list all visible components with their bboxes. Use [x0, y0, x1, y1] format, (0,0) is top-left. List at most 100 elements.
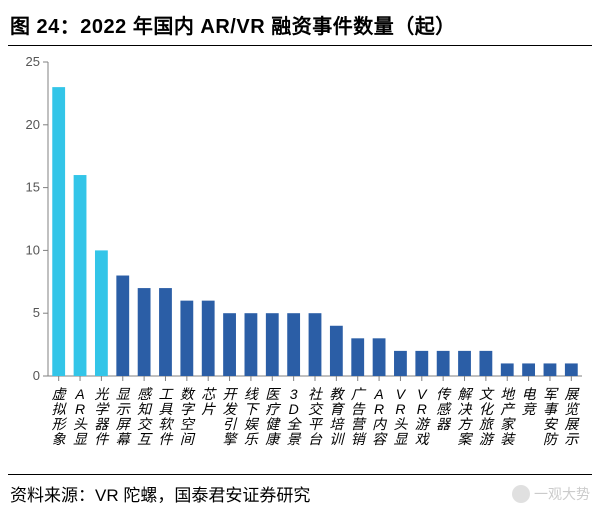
svg-text:虚: 虚	[52, 386, 68, 402]
svg-text:引: 引	[223, 416, 238, 432]
svg-text:V: V	[417, 386, 428, 402]
svg-text:传: 传	[436, 386, 452, 402]
svg-text:空: 空	[180, 416, 196, 432]
source-row: 资料来源：VR 陀螺，国泰君安证券研究 一观大势	[8, 474, 592, 506]
svg-text:示: 示	[116, 401, 132, 417]
svg-text:拟: 拟	[52, 401, 68, 417]
svg-text:电: 电	[522, 386, 537, 402]
svg-text:平: 平	[308, 416, 324, 432]
svg-text:案: 案	[458, 431, 474, 447]
svg-text:竞: 竞	[522, 401, 538, 417]
svg-text:展: 展	[564, 416, 580, 432]
svg-text:健: 健	[265, 416, 281, 432]
svg-text:A: A	[74, 386, 84, 402]
svg-text:片: 片	[201, 401, 216, 417]
watermark-text: 一观大势	[534, 484, 590, 504]
svg-text:开: 开	[223, 386, 239, 402]
svg-text:间: 间	[180, 431, 196, 447]
svg-text:告: 告	[351, 401, 366, 417]
svg-text:工: 工	[158, 386, 174, 402]
svg-text:交: 交	[137, 416, 153, 432]
svg-text:0: 0	[33, 368, 40, 383]
svg-text:旅: 旅	[479, 416, 495, 432]
svg-text:防: 防	[543, 431, 559, 447]
svg-text:25: 25	[26, 54, 40, 69]
svg-text:培: 培	[329, 416, 345, 432]
svg-text:头: 头	[393, 416, 408, 432]
svg-text:R: R	[395, 401, 405, 417]
svg-text:学: 学	[94, 401, 110, 417]
chart-title: 图 24：2022 年国内 AR/VR 融资事件数量（起）	[8, 6, 592, 46]
svg-text:展: 展	[564, 386, 580, 402]
svg-text:芯: 芯	[201, 386, 217, 402]
svg-text:头: 头	[73, 416, 88, 432]
svg-text:景: 景	[287, 431, 302, 447]
svg-text:广: 广	[351, 386, 367, 402]
svg-text:地: 地	[500, 386, 516, 402]
wechat-icon	[512, 485, 530, 503]
svg-text:发: 发	[223, 401, 239, 417]
svg-text:育: 育	[329, 401, 345, 417]
svg-text:R: R	[417, 401, 427, 417]
svg-text:医: 医	[265, 386, 281, 402]
svg-text:决: 决	[458, 401, 473, 417]
svg-text:下: 下	[244, 401, 260, 417]
svg-text:感: 感	[137, 386, 153, 402]
svg-text:安: 安	[543, 416, 559, 432]
source-label: 资料来源：VR 陀螺，国泰君安证券研究	[10, 481, 310, 506]
svg-text:器: 器	[94, 416, 110, 432]
svg-text:20: 20	[26, 117, 40, 132]
svg-text:游: 游	[415, 416, 431, 432]
svg-text:件: 件	[94, 431, 109, 447]
bar-chart: 0510152025虚拟形象AR头显光学器件显示屏幕感知交互工具软件数字空间芯片…	[12, 52, 588, 472]
svg-text:营: 营	[351, 416, 367, 432]
svg-text:感: 感	[436, 401, 452, 417]
svg-text:家: 家	[500, 416, 516, 432]
svg-text:3: 3	[290, 386, 298, 402]
svg-text:幕: 幕	[116, 431, 132, 447]
svg-text:R: R	[374, 401, 384, 417]
svg-text:A: A	[373, 386, 383, 402]
svg-text:具: 具	[158, 401, 173, 417]
svg-text:数: 数	[180, 386, 196, 402]
chart-area: 0510152025虚拟形象AR头显光学器件显示屏幕感知交互工具软件数字空间芯片…	[12, 52, 588, 472]
svg-text:戏: 戏	[415, 431, 431, 447]
svg-text:娱: 娱	[244, 416, 260, 432]
watermark: 一观大势	[512, 484, 590, 504]
svg-text:V: V	[396, 386, 407, 402]
svg-text:产: 产	[500, 401, 516, 417]
svg-text:器: 器	[436, 416, 452, 432]
svg-text:康: 康	[265, 431, 281, 447]
svg-text:擎: 擎	[223, 431, 239, 447]
svg-text:字: 字	[180, 401, 196, 417]
svg-text:全: 全	[287, 416, 303, 432]
svg-text:社: 社	[308, 386, 323, 402]
svg-text:光: 光	[94, 386, 109, 402]
svg-text:显: 显	[73, 431, 88, 447]
svg-text:显: 显	[393, 431, 408, 447]
svg-text:游: 游	[479, 431, 495, 447]
svg-text:10: 10	[26, 242, 40, 257]
svg-text:乐: 乐	[244, 431, 259, 447]
svg-text:屏: 屏	[116, 416, 132, 432]
svg-text:知: 知	[137, 401, 153, 417]
svg-text:疗: 疗	[265, 401, 281, 417]
svg-text:装: 装	[500, 431, 516, 447]
svg-text:示: 示	[564, 431, 580, 447]
svg-text:训: 训	[329, 431, 345, 447]
svg-text:显: 显	[116, 386, 131, 402]
svg-text:事: 事	[543, 401, 559, 417]
svg-text:R: R	[75, 401, 85, 417]
svg-text:象: 象	[52, 431, 67, 447]
svg-text:D: D	[289, 401, 299, 417]
svg-text:览: 览	[564, 401, 580, 417]
svg-text:件: 件	[158, 431, 173, 447]
svg-text:方: 方	[458, 416, 474, 432]
svg-text:容: 容	[372, 431, 388, 447]
svg-text:形: 形	[52, 416, 68, 432]
svg-text:化: 化	[479, 401, 495, 417]
svg-text:线: 线	[244, 386, 260, 402]
svg-text:解: 解	[458, 386, 474, 402]
svg-text:15: 15	[26, 180, 40, 195]
svg-text:互: 互	[137, 431, 153, 447]
